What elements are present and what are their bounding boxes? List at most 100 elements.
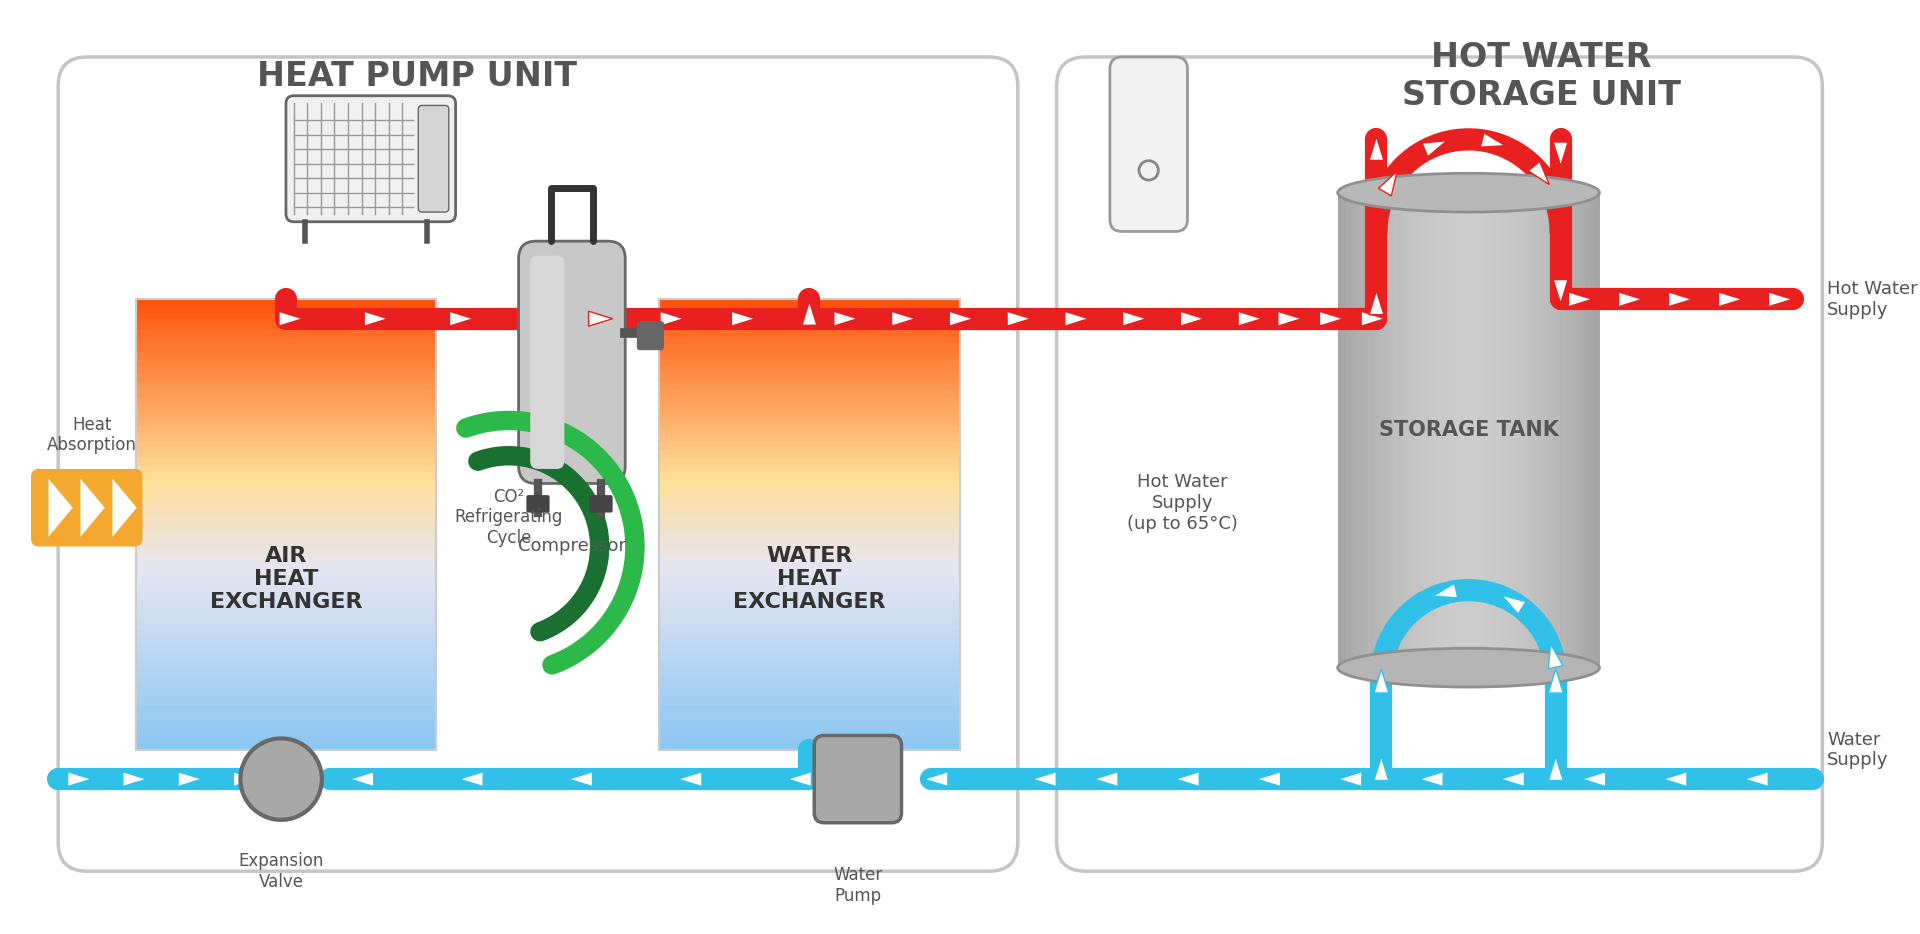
Polygon shape: [948, 311, 973, 326]
FancyBboxPatch shape: [31, 469, 142, 546]
FancyBboxPatch shape: [814, 735, 902, 823]
Bar: [1442, 192, 1448, 668]
Text: HOT WATER
STORAGE UNIT: HOT WATER STORAGE UNIT: [1402, 41, 1680, 112]
Bar: [659, 689, 960, 698]
Bar: [1400, 192, 1404, 668]
Polygon shape: [449, 311, 474, 326]
Bar: [136, 403, 436, 412]
Bar: [1390, 192, 1396, 668]
Bar: [659, 494, 960, 502]
Polygon shape: [660, 311, 684, 326]
Bar: [136, 381, 436, 389]
Bar: [659, 381, 960, 389]
Bar: [1469, 192, 1475, 668]
FancyBboxPatch shape: [530, 256, 564, 469]
Polygon shape: [1582, 771, 1605, 786]
Bar: [1490, 192, 1496, 668]
Polygon shape: [179, 771, 202, 786]
Bar: [136, 396, 436, 404]
Polygon shape: [1501, 595, 1526, 615]
Bar: [1369, 192, 1373, 668]
Bar: [136, 742, 436, 750]
Bar: [136, 463, 436, 472]
Bar: [1373, 192, 1379, 668]
Bar: [659, 426, 960, 434]
Polygon shape: [1279, 311, 1302, 326]
Bar: [1586, 192, 1592, 668]
Polygon shape: [123, 771, 146, 786]
Bar: [659, 298, 960, 306]
Bar: [659, 704, 960, 713]
Bar: [1555, 192, 1561, 668]
Bar: [659, 584, 960, 592]
Bar: [1590, 192, 1596, 668]
Bar: [1521, 192, 1526, 668]
Bar: [136, 299, 436, 750]
Bar: [136, 411, 436, 419]
Polygon shape: [48, 478, 73, 537]
Text: Hot Water
Supply
(up to 65°C): Hot Water Supply (up to 65°C): [1127, 473, 1238, 532]
Bar: [659, 614, 960, 622]
Bar: [659, 674, 960, 683]
Bar: [136, 494, 436, 502]
Bar: [1363, 192, 1369, 668]
Bar: [136, 441, 436, 449]
Bar: [1394, 192, 1400, 668]
Bar: [1542, 192, 1548, 668]
Bar: [136, 591, 436, 600]
Bar: [1494, 192, 1500, 668]
Text: AIR
HEAT
EXCHANGER: AIR HEAT EXCHANGER: [209, 545, 363, 612]
FancyBboxPatch shape: [589, 495, 612, 513]
Text: Water
Supply: Water Supply: [1828, 730, 1889, 770]
Bar: [659, 524, 960, 532]
Polygon shape: [1743, 771, 1768, 786]
Bar: [659, 486, 960, 495]
Bar: [136, 561, 436, 570]
Bar: [136, 734, 436, 743]
Bar: [136, 524, 436, 532]
FancyBboxPatch shape: [1110, 57, 1187, 232]
Polygon shape: [1375, 669, 1388, 693]
Bar: [659, 569, 960, 577]
Bar: [1582, 192, 1588, 668]
FancyBboxPatch shape: [419, 106, 449, 212]
Bar: [1534, 192, 1540, 668]
Polygon shape: [833, 311, 858, 326]
Bar: [659, 366, 960, 375]
Bar: [1548, 192, 1553, 668]
Bar: [136, 621, 436, 630]
Bar: [136, 314, 436, 322]
Bar: [659, 606, 960, 615]
Polygon shape: [1553, 279, 1569, 304]
Polygon shape: [1094, 771, 1117, 786]
Polygon shape: [1480, 133, 1505, 148]
Bar: [136, 305, 436, 315]
Bar: [659, 697, 960, 705]
Bar: [136, 704, 436, 713]
Bar: [1482, 192, 1486, 668]
Bar: [136, 697, 436, 705]
Polygon shape: [1238, 311, 1261, 326]
Polygon shape: [1338, 771, 1361, 786]
Bar: [136, 636, 436, 644]
Bar: [659, 418, 960, 427]
Bar: [659, 389, 960, 397]
Bar: [1434, 192, 1438, 668]
Bar: [659, 359, 960, 367]
Bar: [659, 411, 960, 419]
Bar: [1386, 192, 1390, 668]
Polygon shape: [1033, 771, 1056, 786]
Bar: [136, 539, 436, 547]
Bar: [659, 546, 960, 555]
Polygon shape: [1369, 290, 1384, 315]
Bar: [136, 509, 436, 517]
Bar: [659, 621, 960, 630]
FancyBboxPatch shape: [526, 495, 549, 513]
Bar: [136, 471, 436, 479]
Polygon shape: [1423, 141, 1448, 157]
Polygon shape: [1008, 311, 1031, 326]
Bar: [659, 456, 960, 464]
Bar: [659, 463, 960, 472]
FancyBboxPatch shape: [286, 96, 455, 221]
Bar: [1411, 192, 1417, 668]
